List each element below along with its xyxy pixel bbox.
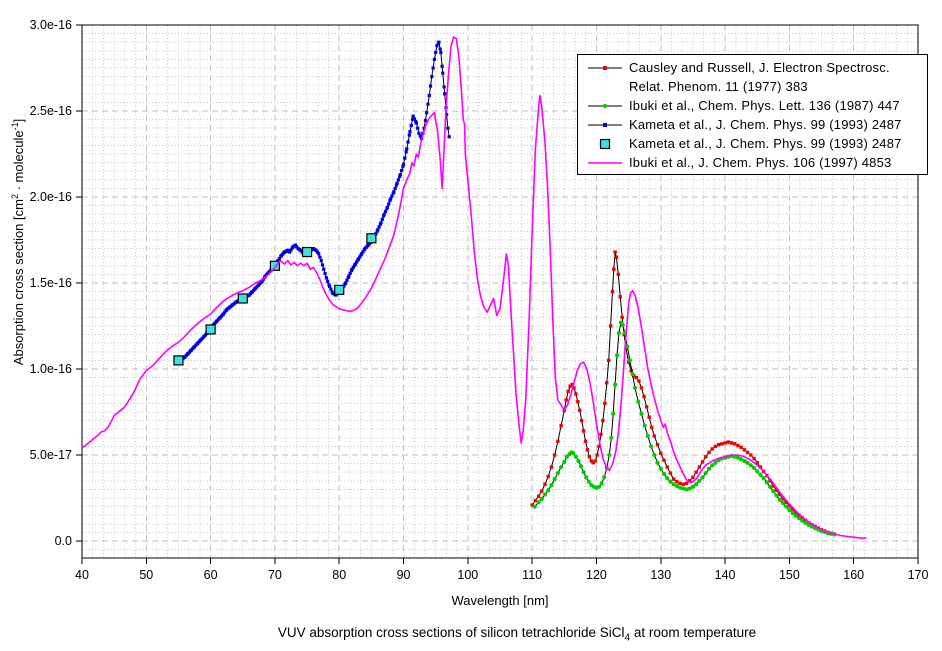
x-tick-label: 120 — [586, 568, 607, 582]
series-causley1977-markers — [530, 250, 837, 536]
series-kameta1993-squares-markers — [173, 233, 377, 366]
y-axis-label-supm1: -1 — [9, 122, 20, 131]
series-kameta1993-line-markers — [175, 40, 451, 366]
legend: Causley and Russell, J. Electron Spectro… — [577, 54, 928, 175]
x-tick-label: 160 — [843, 568, 864, 582]
x-tick-label: 170 — [908, 568, 929, 582]
legend-item: Ibuki et al., Chem. Phys. Lett. 136 (198… — [578, 96, 923, 115]
legend-swatch-square-icon — [599, 138, 611, 150]
legend-item: Kameta et al., J. Chem. Phys. 99 (1993) … — [578, 134, 923, 153]
y-tick-label: 1.5e-16 — [30, 276, 72, 290]
x-tick-label: 80 — [332, 568, 346, 582]
series-ibuki1987-markers — [532, 320, 837, 537]
y-axis-label: Absorption cross section [cm2 · molecule… — [10, 119, 26, 365]
y-tick-label: 2.0e-16 — [30, 190, 72, 204]
x-tick-label: 140 — [715, 568, 736, 582]
figure-title-post: at room temperature — [630, 625, 757, 640]
x-tick-label: 150 — [779, 568, 800, 582]
x-tick-label: 90 — [397, 568, 411, 582]
figure-title: VUV absorption cross sections of silicon… — [278, 625, 756, 644]
y-tick-label: 1.0e-16 — [30, 362, 72, 376]
figure-title-sub: 4 — [624, 632, 631, 644]
x-tick-label: 100 — [457, 568, 478, 582]
legend-swatch-square-icon — [588, 66, 622, 70]
legend-label: Ibuki et al., Chem. Phys. Lett. 136 (198… — [629, 98, 900, 113]
legend-item: Kameta et al., J. Chem. Phys. 99 (1993) … — [578, 115, 923, 134]
x-axis-label: Wavelength [nm] — [451, 593, 549, 608]
x-tick-label: 50 — [139, 568, 153, 582]
x-tick-label: 130 — [650, 568, 671, 582]
legend-swatch-square-icon — [588, 123, 622, 127]
legend-swatch-circle-icon — [588, 103, 622, 109]
y-tick-label: 0.0 — [55, 534, 72, 548]
x-tick-label: 110 — [522, 568, 542, 582]
y-tick-label: 5.0e-17 — [30, 448, 72, 462]
legend-label: Kameta et al., J. Chem. Phys. 99 (1993) … — [629, 117, 902, 132]
plot-frame — [81, 24, 919, 559]
x-tick-label: 40 — [75, 568, 89, 582]
legend-label: Kameta et al., J. Chem. Phys. 99 (1993) … — [629, 136, 902, 151]
y-tick-label: 3.0e-16 — [30, 18, 72, 32]
y-axis-label-end: ] — [11, 118, 27, 123]
legend-item: Causley and Russell, J. Electron Spectro… — [578, 58, 923, 96]
legend-label: Causley and Russell, J. Electron Spectro… — [629, 60, 890, 94]
y-axis-label-sup2: 2 — [9, 194, 20, 200]
legend-swatch-none-icon — [588, 162, 622, 164]
legend-item: Ibuki et al., J. Chem. Phys. 106 (1997) … — [578, 153, 923, 172]
y-axis-label-text: Absorption cross section [cm — [11, 199, 27, 366]
series-kameta1993-line-line — [176, 41, 450, 365]
x-tick-label: 60 — [204, 568, 218, 582]
legend-label: Ibuki et al., J. Chem. Phys. 106 (1997) … — [629, 155, 892, 170]
x-tick-label: 70 — [268, 568, 282, 582]
series-ibuki1997-line — [81, 36, 867, 539]
figure-title-pre: VUV absorption cross sections of silicon… — [277, 625, 625, 640]
y-axis-label-mid: · molecule — [11, 130, 27, 195]
y-tick-label: 2.5e-16 — [30, 104, 72, 118]
